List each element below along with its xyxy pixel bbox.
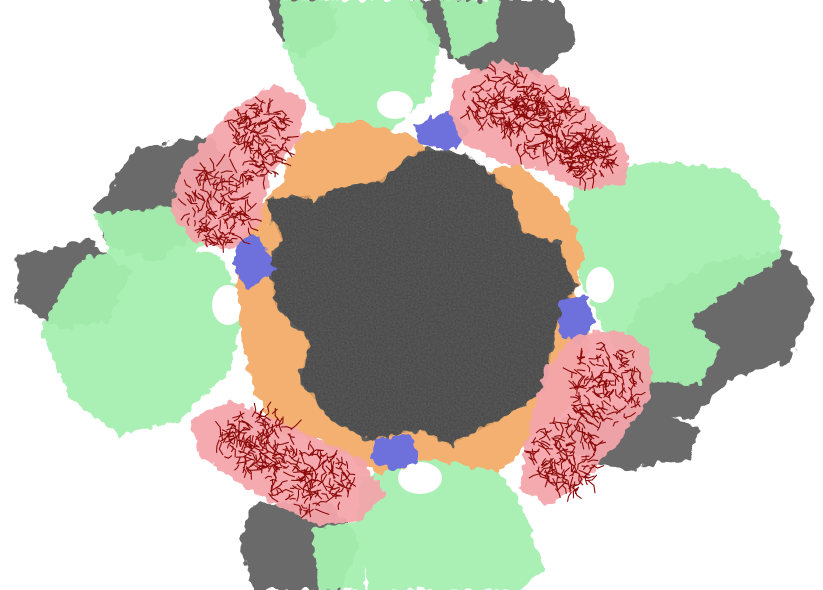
wireframe-bottom-left [214, 401, 357, 519]
ligand-stick-bonds [264, 440, 357, 519]
interface-blue-patches [235, 110, 595, 470]
wireframe-top-left [177, 96, 299, 253]
ligand-stick-bonds [523, 413, 607, 502]
ligand-wireframes [177, 63, 646, 519]
wireframe-bottom-right [523, 341, 646, 502]
ligand-stick-bonds [547, 123, 619, 191]
ligand-stick-bonds [214, 401, 302, 480]
ligand-stick-bonds [224, 96, 299, 190]
ligand-stick-bonds [500, 85, 599, 167]
ligand-stick-bonds [177, 153, 262, 253]
core-surface-texture [265, 150, 575, 445]
solvent-holes [212, 91, 614, 494]
wireframe-top-right [459, 63, 619, 191]
ligand-stick-bonds [562, 341, 646, 431]
